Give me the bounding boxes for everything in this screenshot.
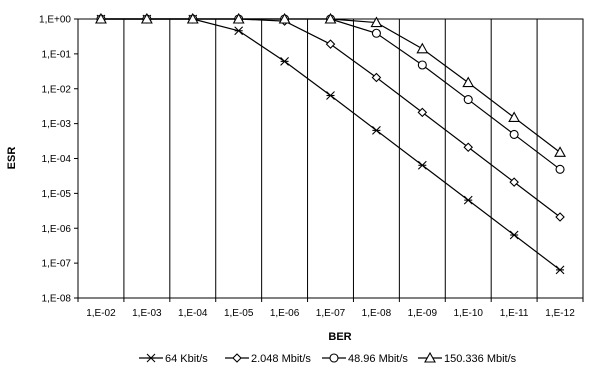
- legend: 64 Kbit/s 2.048 Mbit/s 48.96 Mbit/s 150.336…: [139, 351, 517, 365]
- data-point: [325, 39, 336, 49]
- legend-marker: [329, 353, 339, 363]
- x-tick-label: 1,E-06: [270, 308, 300, 319]
- data-point: [416, 42, 429, 54]
- y-tick-label: 1,E-08: [42, 294, 72, 305]
- x-tick-label: 1,E-02: [86, 308, 116, 319]
- data-point: [417, 107, 428, 118]
- marker-stroke: [417, 160, 427, 170]
- marker-stroke: [463, 195, 473, 205]
- y-tick-label: 1,E-01: [42, 49, 72, 60]
- marker-stroke: [555, 265, 565, 275]
- legend-label: 150.336 Mbit/s: [444, 353, 517, 365]
- marker-stroke: [234, 26, 244, 36]
- y-tick-label: 1,E-06: [42, 224, 72, 235]
- data-point: [140, 12, 153, 24]
- data-point: [463, 95, 473, 105]
- data-point: [508, 111, 521, 123]
- legend-label: 48.96 Mbit/s: [348, 353, 408, 365]
- data-point: [509, 230, 519, 240]
- y-tick-label: 1,E-04: [42, 154, 72, 165]
- data-point: [95, 12, 107, 24]
- legend-marker: [232, 353, 242, 363]
- x-tick-label: 1,E-04: [178, 308, 208, 319]
- x-axis-ticks: 1,E-02 1,E-03 1,E-04 1,E-05 1,E-06 1,E-07 1,E-…: [77, 298, 584, 319]
- data-point: [463, 195, 473, 205]
- x-tick-label: 1,E-10: [453, 308, 483, 319]
- x-axis-title: BER: [328, 331, 351, 343]
- data-point: [232, 12, 245, 24]
- data-point: [463, 142, 474, 153]
- marker-stroke: [372, 125, 381, 135]
- data-point: [555, 212, 565, 222]
- y-axis-title: ESR: [6, 147, 18, 170]
- data-point: [234, 26, 244, 36]
- data-point: [509, 129, 519, 139]
- y-tick-label: 1,E-03: [42, 119, 72, 130]
- y-tick-label: 1,E-07: [42, 259, 72, 270]
- data-point: [555, 164, 565, 174]
- data-point: [324, 12, 337, 24]
- data-point: [371, 28, 381, 38]
- data-point: [555, 265, 565, 275]
- data-point: [417, 160, 427, 170]
- data-point: [370, 16, 383, 28]
- x-tick-label: 1,E-09: [408, 308, 438, 319]
- y-axis-ticks: 1,E+00 1,E-01 1,E-02 1,E-03 1,E-04 1,E-05 1,E-…: [39, 15, 78, 305]
- data-point: [371, 72, 382, 83]
- data-point: [278, 12, 291, 24]
- y-tick-label: 1,E-02: [42, 84, 72, 95]
- x-tick-label: 1,E-07: [316, 308, 346, 319]
- series-markers: [95, 12, 566, 275]
- marker-stroke: [326, 91, 335, 100]
- legend-label: 2.048 Mbit/s: [251, 353, 311, 365]
- x-tick-label: 1,E-11: [500, 308, 529, 319]
- marker-stroke: [280, 56, 289, 66]
- legend-marker: [424, 351, 436, 363]
- marker-stroke: [509, 230, 519, 240]
- data-point: [326, 91, 335, 100]
- x-tick-label: 1,E-03: [132, 308, 162, 319]
- data-point: [280, 56, 289, 66]
- data-point: [372, 125, 381, 135]
- legend-marker: [146, 353, 156, 363]
- data-point: [554, 146, 566, 157]
- y-tick-label: 1,E-05: [42, 189, 72, 200]
- x-tick-label: 1,E-08: [362, 308, 392, 319]
- x-tick-label: 1,E-05: [224, 308, 254, 319]
- marker-stroke: [146, 353, 156, 363]
- data-point: [186, 12, 199, 24]
- data-point: [462, 76, 475, 88]
- y-tick-label: 1,E+00: [39, 15, 71, 26]
- data-point: [417, 60, 427, 70]
- x-tick-label: 1,E-12: [545, 308, 575, 319]
- data-point: [509, 177, 519, 187]
- legend-label: 64 Kbit/s: [165, 353, 208, 365]
